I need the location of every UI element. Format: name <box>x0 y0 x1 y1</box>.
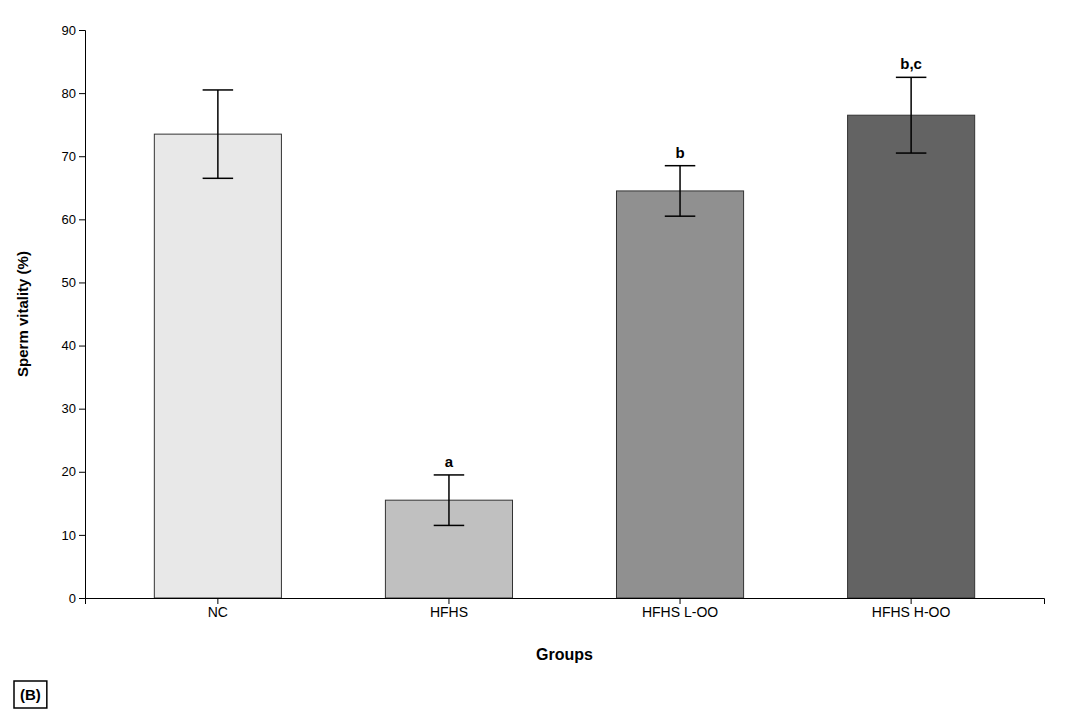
y-tick-mark <box>79 346 85 347</box>
error-bar-stem <box>448 475 450 525</box>
panel-label-text: (B) <box>20 686 41 703</box>
y-tick-mark <box>79 282 85 283</box>
y-axis-title: Sperm vitality (%) <box>14 251 31 377</box>
y-tick-label: 30 <box>62 401 76 416</box>
y-tick: 30 <box>62 401 85 416</box>
error-bar-stem <box>679 166 681 216</box>
y-tick-label: 40 <box>62 338 76 353</box>
y-tick: 50 <box>62 275 85 290</box>
error-bar-cap <box>896 77 927 79</box>
y-tick-mark <box>79 93 85 94</box>
x-axis-title: Groups <box>536 646 593 663</box>
chart: 0 10 20 30 40 50 60 70 80 90 NC HFHS HFHS L-OO HFHS H… <box>0 0 1074 718</box>
significance-label: b,c <box>900 55 922 72</box>
y-tick-mark <box>79 156 85 157</box>
significance-label: a <box>445 453 454 470</box>
y-tick: 80 <box>62 86 85 101</box>
panel-label-box <box>14 681 47 708</box>
y-tick: 40 <box>62 338 85 353</box>
y-tick: 10 <box>62 528 85 543</box>
x-tick-label: HFHS <box>430 604 468 620</box>
y-axis: 0 10 20 30 40 50 60 70 80 90 <box>62 23 86 606</box>
error-bar-cap <box>896 152 927 154</box>
y-tick-mark <box>79 409 85 410</box>
y-tick-mark <box>79 472 85 473</box>
x-tick: HFHS L-OO <box>642 598 718 620</box>
y-tick-label: 80 <box>62 86 76 101</box>
x-tick-label: NC <box>208 604 228 620</box>
error-bar-cap <box>203 89 234 91</box>
panel-label: (B) <box>14 681 47 708</box>
y-tick-label: 70 <box>62 149 76 164</box>
x-tick: HFHS H-OO <box>872 598 951 620</box>
error-bar-cap <box>434 525 465 527</box>
bars <box>154 77 974 598</box>
y-tick-mark <box>79 219 85 220</box>
x-axis: NC HFHS HFHS L-OO HFHS H-OO <box>86 598 1045 620</box>
y-tick-mark <box>79 30 85 31</box>
y-axis-line <box>79 31 86 599</box>
y-tick-label: 60 <box>62 212 76 227</box>
error-bar <box>434 475 465 525</box>
x-tick: NC <box>208 598 228 620</box>
significance-label: b <box>675 144 684 161</box>
bar <box>848 115 975 598</box>
error-bar-cap <box>665 215 696 217</box>
y-tick: 20 <box>62 464 85 479</box>
error-bar-cap <box>203 178 234 180</box>
y-tick: 70 <box>62 149 85 164</box>
y-tick: 60 <box>62 212 85 227</box>
y-tick-label: 90 <box>62 23 76 38</box>
error-bar-cap <box>434 474 465 476</box>
y-tick-mark <box>79 598 85 599</box>
error-bar <box>203 90 234 178</box>
error-bar-stem <box>217 90 219 178</box>
error-bar <box>665 166 696 216</box>
x-tick-label: HFHS H-OO <box>872 604 951 620</box>
y-tick-label: 50 <box>62 275 76 290</box>
bar <box>154 134 281 598</box>
x-tick: HFHS <box>430 598 468 620</box>
plot-area: 0 10 20 30 40 50 60 70 80 90 NC HFHS HFHS L-OO HFHS H… <box>62 23 1045 620</box>
y-tick: 0 <box>69 591 85 606</box>
y-tick-label: 20 <box>62 464 76 479</box>
y-tick-label: 0 <box>69 591 76 606</box>
x-tick-label: HFHS L-OO <box>642 604 718 620</box>
bar <box>616 191 743 598</box>
error-bar-stem <box>910 77 912 153</box>
y-tick-label: 10 <box>62 528 76 543</box>
y-tick: 90 <box>62 23 85 38</box>
error-bar-cap <box>665 165 696 167</box>
annotations: a b b,c <box>445 55 922 470</box>
error-bar <box>896 77 927 153</box>
y-tick-mark <box>79 535 85 536</box>
